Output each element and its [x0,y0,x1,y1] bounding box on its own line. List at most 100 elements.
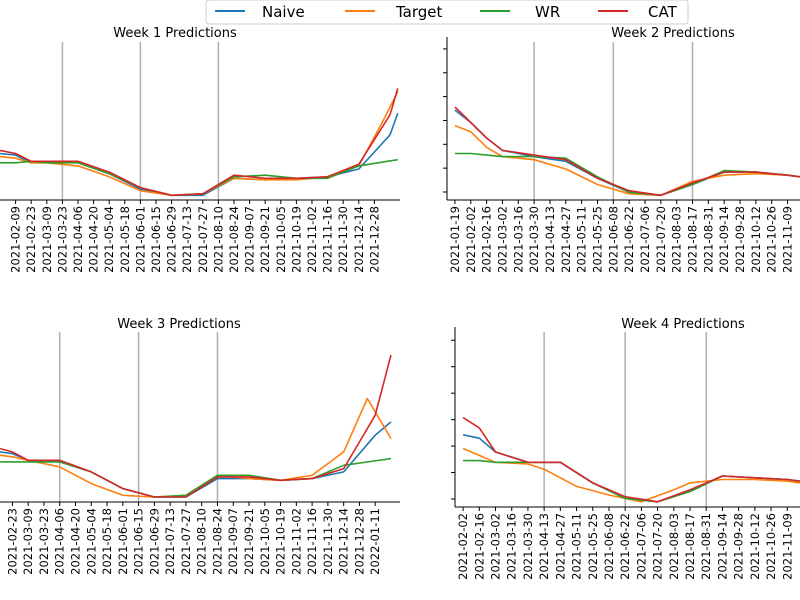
x-tick-label: 2021-03-16 [511,206,525,273]
series-line-naive [454,109,800,197]
series-line-cat [454,106,800,197]
x-tick-label: 2021-02-09 [9,206,23,273]
x-tick-label: 2021-06-15 [149,206,163,273]
x-tick-label: 2021-11-09 [781,206,795,273]
series-line-cat [462,416,800,503]
x-tick-label: 2021-02-16 [472,513,486,580]
x-tick-label: 2021-09-07 [226,508,240,575]
x-tick-label: 2021-08-31 [701,206,715,273]
chart-panel-week-4: Week 4 Predictions 2021-02-02 2021-02-16 2… [451,317,800,580]
x-tick-label: 2021-12-28 [352,508,366,575]
x-tick-label: 2021-07-20 [654,206,668,273]
x-tick-label: 2021-08-31 [699,513,713,580]
x-tick-label: 2021-12-14 [352,206,366,273]
x-tick-label: 2021-06-01 [116,508,130,575]
x-tick-label: 2021-09-07 [243,206,257,273]
series-line-cat [0,354,392,498]
x-tick-label: 2021-06-22 [618,513,632,580]
x-tick-label: 2021-04-06 [53,508,67,575]
x-tick-label: 2021-12-14 [337,508,351,575]
series-line-target [454,124,800,197]
series-line-naive [462,434,800,503]
x-tick-label: 2021-05-18 [118,206,132,273]
x-tick-label: 2021-10-19 [274,508,288,575]
x-tick-label: 2021-10-26 [765,206,779,273]
series-line-target [0,397,392,498]
x-tick-label: 2021-11-30 [336,206,350,273]
x-tick-label: 2021-02-23 [24,206,38,273]
legend-label-naive: Naive [262,3,305,21]
x-tick-label: 2021-11-09 [780,513,794,580]
x-tick-label: 2021-02-02 [456,513,470,580]
x-tick-label: 2021-04-06 [71,206,85,273]
x-tick-label: 2021-08-24 [227,206,241,273]
x-tick-label: 2021-08-17 [686,206,700,273]
x-tick-label: 2021-09-21 [258,206,272,273]
x-tick-label: 2021-06-29 [165,206,179,273]
x-tick-label: 2021-02-16 [480,206,494,273]
x-tick-label: 2021-06-15 [132,508,146,575]
x-tick-label: 2021-06-01 [133,206,147,273]
x-tick-label: 2021-11-30 [321,508,335,575]
x-tick-label: 2021-08-17 [683,513,697,580]
x-tick-label: 2021-11-02 [289,508,303,575]
x-tick-label: 2021-02-23 [5,508,19,575]
series-line-target [462,447,800,503]
x-tick-label: 2021-08-10 [195,508,209,575]
x-tick-label: 2021-09-14 [715,513,729,580]
series-line-cat [0,88,399,197]
x-tick-label: 2021-09-21 [242,508,256,575]
x-tick-label: 2021-06-29 [147,508,161,575]
legend-frame [205,0,689,25]
x-tick-label: 2021-03-30 [521,513,535,580]
x-tick-label: 2021-10-05 [274,206,288,273]
x-tick-label: 2021-03-23 [55,206,69,273]
x-tick-label: 2021-06-08 [606,206,620,273]
x-tick-label: 2021-03-09 [40,206,54,273]
chart-title: Week 3 Predictions [117,317,241,332]
x-tick-label: 2021-03-09 [21,508,35,575]
series-line-wr [0,158,398,197]
x-tick-label: 2021-09-28 [733,206,747,273]
x-tick-label: 2022-01-11 [368,508,382,575]
chart-panel-week-3: Week 3 Predictions 2021-02-23 2021-03-09 2… [0,317,400,575]
x-tick-label: 2021-05-18 [100,508,114,575]
x-tick-label: 2021-03-02 [489,513,503,580]
x-tick-label: 2021-05-25 [590,206,604,273]
chart-title: Week 4 Predictions [621,317,745,332]
x-tick-label: 2021-10-19 [289,206,303,273]
series-line-naive [0,112,399,197]
x-tick-label: 2021-10-12 [749,206,763,273]
legend-label-cat: CAT [648,3,678,21]
chart-title: Week 2 Predictions [611,26,735,41]
x-tick-label: 2021-07-13 [180,206,194,273]
series-line-wr [463,459,800,503]
legend: Naive Target WR CAT [205,0,689,25]
x-tick-label: 2021-11-02 [305,206,319,273]
legend-label-target: Target [395,3,443,21]
x-tick-label: 2021-05-04 [102,206,116,273]
x-tick-label: 2021-04-27 [559,206,573,273]
x-tick-label: 2021-05-11 [575,206,589,273]
x-tick-label: 2021-03-16 [505,513,519,580]
x-tick-label: 2021-03-02 [495,206,509,273]
x-tick-label: 2021-06-08 [602,513,616,580]
x-tick-label: 2021-10-26 [764,513,778,580]
x-tick-label: 2021-04-13 [543,206,557,273]
x-tick-label: 2021-05-11 [570,513,584,580]
x-tick-label: 2021-06-22 [622,206,636,273]
x-tick-label: 2021-07-20 [651,513,665,580]
x-tick-label: 2021-05-25 [586,513,600,580]
chart-panel-week-1: Week 1 Predictions 2021-02-09 2021-02-23 2… [0,26,400,273]
x-tick-label: 2021-04-20 [87,206,101,273]
chart-panel-week-2: Week 2 Predictions 2021-01-19 2021-02-02 2… [443,26,800,273]
x-tick-label: 2021-11-16 [321,206,335,273]
x-tick-label: 2021-07-27 [196,206,210,273]
x-tick-label: 2021-11-16 [305,508,319,575]
x-tick-label: 2021-12-28 [367,206,381,273]
x-tick-label: 2021-04-13 [537,513,551,580]
x-tick-label: 2021-07-06 [638,206,652,273]
x-tick-label: 2021-08-03 [670,206,684,273]
x-tick-label: 2021-03-23 [37,508,51,575]
